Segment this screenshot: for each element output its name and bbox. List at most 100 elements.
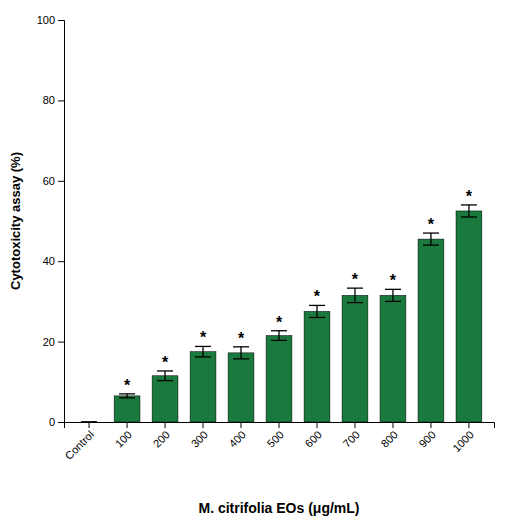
error-bar bbox=[347, 288, 363, 302]
error-bar-cap bbox=[271, 340, 287, 341]
error-bar-cap bbox=[119, 397, 135, 398]
error-bar-cap bbox=[423, 244, 439, 245]
x-tick-label: 100 bbox=[113, 428, 134, 449]
x-tick: 700 bbox=[341, 422, 362, 450]
error-bar-stem bbox=[354, 288, 355, 302]
x-tick-label: 700 bbox=[341, 428, 362, 449]
x-tick-label: 300 bbox=[189, 428, 210, 449]
y-tick-mark bbox=[58, 422, 64, 423]
y-tick: 40 bbox=[43, 255, 64, 267]
error-bar-stem bbox=[316, 305, 317, 317]
error-bar bbox=[461, 205, 477, 217]
error-bar-stem bbox=[468, 205, 469, 217]
x-tick-mark bbox=[241, 422, 242, 428]
y-tick-label: 40 bbox=[43, 255, 55, 267]
annotation: * bbox=[428, 216, 435, 233]
annotation: * bbox=[238, 330, 245, 347]
error-bar-cap bbox=[81, 421, 97, 422]
x-tick: 1000 bbox=[450, 422, 476, 454]
error-bar-cap bbox=[157, 380, 173, 381]
x-tick: Control bbox=[63, 422, 97, 462]
error-bar bbox=[423, 233, 439, 245]
y-axis-title: Cytotoxicity assay (%) bbox=[8, 152, 23, 290]
error-bar bbox=[233, 347, 249, 359]
y-tick-label: 60 bbox=[43, 175, 55, 187]
x-tick: 500 bbox=[265, 422, 286, 450]
error-bar-cap bbox=[195, 356, 211, 357]
annotation: * bbox=[124, 377, 131, 394]
bar bbox=[380, 295, 406, 422]
x-axis-line bbox=[65, 423, 495, 429]
error-bar-stem bbox=[202, 346, 203, 356]
x-tick: 800 bbox=[378, 422, 399, 450]
x-axis: Control 100 200 300 400 500 600 700 800 900 1000 bbox=[63, 422, 495, 462]
bar bbox=[456, 211, 482, 422]
error-bar bbox=[385, 289, 401, 301]
x-tick-mark bbox=[430, 422, 431, 428]
x-tick-mark bbox=[392, 422, 393, 428]
bar bbox=[342, 295, 368, 422]
x-tick: 400 bbox=[227, 422, 248, 450]
x-tick-label: 1000 bbox=[450, 428, 476, 454]
error-bar-cap bbox=[81, 421, 97, 422]
y-tick-label: 20 bbox=[43, 336, 55, 348]
x-tick-label: 400 bbox=[227, 428, 248, 449]
error-bar-stem bbox=[392, 289, 393, 301]
x-tick-label: 900 bbox=[416, 428, 437, 449]
x-tick-mark bbox=[354, 422, 355, 428]
annotation: * bbox=[276, 314, 283, 331]
annotation: * bbox=[314, 288, 321, 305]
y-tick-label: 100 bbox=[37, 14, 55, 26]
annotations: ********** bbox=[124, 188, 473, 394]
x-tick: 200 bbox=[151, 422, 172, 450]
bar bbox=[266, 336, 292, 422]
x-tick: 100 bbox=[113, 422, 134, 450]
x-tick: 900 bbox=[416, 422, 437, 450]
y-tick-mark bbox=[58, 20, 64, 21]
y-tick-label: 0 bbox=[49, 416, 55, 428]
x-tick-mark bbox=[203, 422, 204, 428]
bar bbox=[418, 239, 444, 422]
x-tick-label: 600 bbox=[303, 428, 324, 449]
y-axis: 0 20 40 60 80 100 bbox=[37, 14, 65, 428]
y-axis-line bbox=[58, 21, 65, 423]
chart: **********020406080100Control10020030040… bbox=[0, 0, 509, 527]
x-tick-label: Control bbox=[63, 428, 97, 462]
error-bar-stem bbox=[164, 371, 165, 381]
error-bar-cap bbox=[461, 216, 477, 217]
y-tick: 60 bbox=[43, 175, 64, 187]
x-tick-mark bbox=[316, 422, 317, 428]
y-tick-mark bbox=[58, 342, 64, 343]
annotation: * bbox=[390, 272, 397, 289]
annotation: * bbox=[162, 354, 169, 371]
error-bar bbox=[157, 371, 173, 381]
bar bbox=[304, 311, 330, 422]
bar bbox=[114, 396, 140, 422]
x-tick-label: 800 bbox=[378, 428, 399, 449]
x-tick-label: 200 bbox=[151, 428, 172, 449]
x-tick: 600 bbox=[303, 422, 324, 450]
error-bar-cap bbox=[233, 358, 249, 359]
y-tick: 0 bbox=[49, 416, 64, 428]
error-bar bbox=[271, 331, 287, 341]
bar bbox=[228, 353, 254, 422]
bar bbox=[76, 422, 102, 423]
error-bar-cap bbox=[385, 301, 401, 302]
y-tick-label: 80 bbox=[43, 94, 55, 106]
error-bar-stem bbox=[430, 233, 431, 245]
annotation: * bbox=[466, 188, 473, 205]
x-tick-mark bbox=[89, 422, 90, 428]
bar bbox=[190, 352, 216, 422]
x-tick-mark bbox=[165, 422, 166, 428]
error-bar bbox=[81, 422, 97, 423]
x-axis-title: M. citrifolia EOs (μg/mL) bbox=[198, 500, 359, 516]
bar bbox=[152, 376, 178, 422]
x-tick-mark bbox=[468, 422, 469, 428]
error-bar-stem bbox=[278, 331, 279, 341]
x-tick-label: 500 bbox=[265, 428, 286, 449]
x-tick-mark bbox=[279, 422, 280, 428]
annotation: * bbox=[200, 329, 207, 346]
y-tick-mark bbox=[58, 100, 64, 101]
x-tick-mark bbox=[127, 422, 128, 428]
y-tick: 100 bbox=[37, 14, 64, 26]
